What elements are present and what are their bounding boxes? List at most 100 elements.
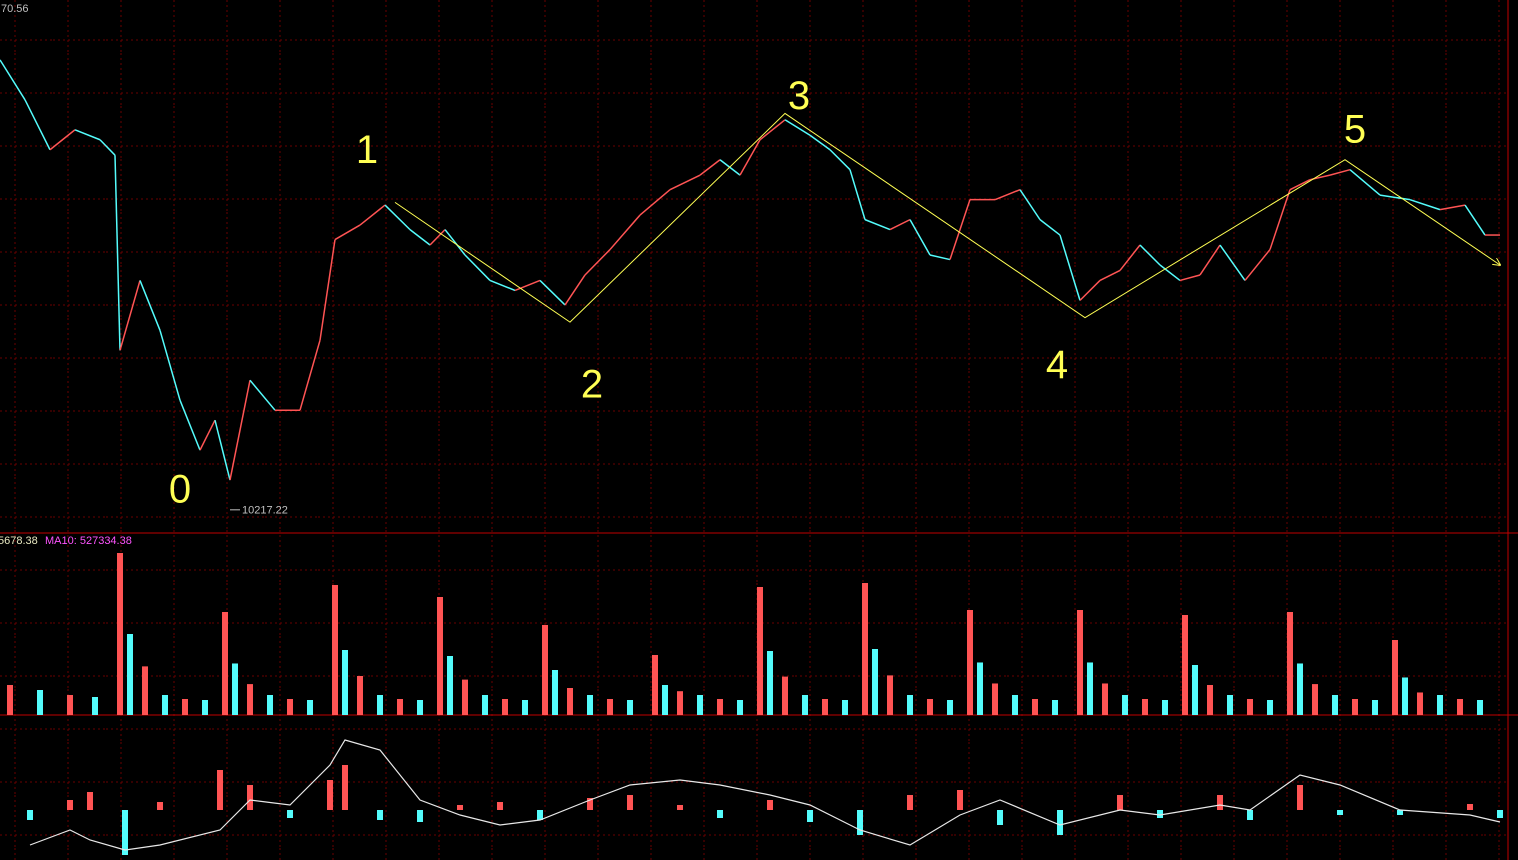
macd-bar xyxy=(87,792,93,810)
volume-bar xyxy=(357,676,363,715)
volume-bar xyxy=(947,700,953,715)
price-segment xyxy=(229,380,251,481)
volume-bar xyxy=(92,697,98,715)
price-segment xyxy=(139,280,161,331)
price-segment xyxy=(1079,279,1101,301)
macd-bar xyxy=(67,800,73,810)
price-segment xyxy=(159,330,181,401)
price-segment xyxy=(1409,198,1441,211)
volume-bar xyxy=(1032,699,1038,715)
volume-bar xyxy=(1332,695,1338,715)
volume-bar xyxy=(117,553,123,715)
volume-bar xyxy=(677,691,683,715)
price-segment xyxy=(429,229,446,246)
macd-bar xyxy=(627,795,633,810)
macd-bar xyxy=(417,810,423,822)
macd-bar xyxy=(1057,810,1063,835)
price-segment xyxy=(1139,244,1161,266)
macd-bar xyxy=(677,805,683,810)
price-segment xyxy=(909,219,931,256)
volume-bar xyxy=(1102,683,1108,715)
volume-bar xyxy=(992,683,998,715)
volume-bar xyxy=(977,662,983,715)
price-segment xyxy=(564,274,586,306)
macd-line xyxy=(29,739,1501,851)
volume-bar xyxy=(697,695,703,715)
volume-bar xyxy=(7,685,13,715)
volume-bar xyxy=(1312,684,1318,715)
volume-bar xyxy=(1437,695,1443,715)
volume-bar xyxy=(782,676,788,715)
volume-bar xyxy=(1087,662,1093,715)
price-segment xyxy=(539,279,566,306)
ma-label: MA10: 527334.38 xyxy=(45,535,132,547)
volume-bar xyxy=(542,625,548,715)
price-segment xyxy=(1219,244,1246,281)
volume-bar xyxy=(1122,695,1128,715)
volume-bar xyxy=(862,583,868,715)
volume-bar xyxy=(652,655,658,715)
price-segment xyxy=(214,419,231,481)
price-segment xyxy=(1199,244,1221,276)
price-segment xyxy=(179,399,201,451)
macd-bar xyxy=(537,810,543,820)
price-segment xyxy=(1099,269,1121,282)
volume-bar xyxy=(1162,700,1168,715)
price-grid xyxy=(0,0,1508,533)
price-segment xyxy=(699,159,721,176)
volume-bar xyxy=(1192,665,1198,715)
price-segment xyxy=(1439,204,1466,211)
price-segment xyxy=(359,204,386,226)
volume-bar xyxy=(627,700,633,715)
price-segment xyxy=(384,204,411,231)
price-segment xyxy=(464,254,491,281)
volume-bar xyxy=(247,684,253,715)
price-segment xyxy=(584,249,611,276)
macd-bar xyxy=(997,810,1003,825)
volume-bar xyxy=(1227,695,1233,715)
macd-bar xyxy=(122,810,128,855)
volume-bar xyxy=(1297,663,1303,715)
macd-bar xyxy=(587,798,593,810)
volume-bar xyxy=(437,597,443,715)
wave-label: 3 xyxy=(788,74,810,118)
macd-bar xyxy=(767,800,773,810)
macd-bar xyxy=(217,770,223,810)
low-label: 10217.22 xyxy=(242,505,288,517)
macd-bar xyxy=(1337,810,1343,815)
macd-bar xyxy=(957,790,963,810)
price-segment xyxy=(199,419,216,451)
volume-bar xyxy=(1372,700,1378,715)
price-segment xyxy=(489,279,516,292)
macd-bar xyxy=(157,802,163,810)
macd-bar xyxy=(497,802,503,810)
price-segment xyxy=(829,149,851,171)
macd-bar xyxy=(717,810,723,818)
macd-bar xyxy=(27,810,33,820)
volume-bar xyxy=(232,663,238,715)
volume-bar xyxy=(662,685,668,715)
volume-bar xyxy=(342,650,348,715)
volume-bar xyxy=(482,695,488,715)
macd-bar xyxy=(1467,804,1473,810)
price-segment xyxy=(784,119,811,136)
volume-bar xyxy=(1052,700,1058,715)
price-segment xyxy=(759,119,786,141)
volume-bar xyxy=(567,688,573,715)
price-segment xyxy=(1244,249,1271,281)
macd-bar xyxy=(907,795,913,810)
volume-bar xyxy=(717,699,723,715)
price-segment xyxy=(639,189,671,216)
volume-bar xyxy=(802,695,808,715)
volume-bar xyxy=(887,675,893,715)
volume-bar xyxy=(1012,695,1018,715)
price-segment xyxy=(1059,234,1081,301)
volume-bar xyxy=(1457,699,1463,715)
price-segment xyxy=(949,199,971,260)
price-segment xyxy=(74,129,101,141)
macd-bar xyxy=(807,810,813,822)
volume-bar xyxy=(397,699,403,715)
macd-bar xyxy=(377,810,383,820)
volume-bar xyxy=(502,699,508,715)
